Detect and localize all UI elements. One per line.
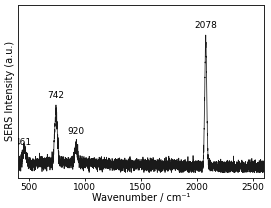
Text: 2078: 2078 <box>194 21 217 30</box>
Text: 742: 742 <box>47 90 64 99</box>
X-axis label: Wavenumber / cm⁻¹: Wavenumber / cm⁻¹ <box>92 193 190 203</box>
Y-axis label: SERS Intensity (a.u.): SERS Intensity (a.u.) <box>5 41 15 141</box>
Text: 461: 461 <box>15 138 32 147</box>
Text: 920: 920 <box>67 127 85 136</box>
